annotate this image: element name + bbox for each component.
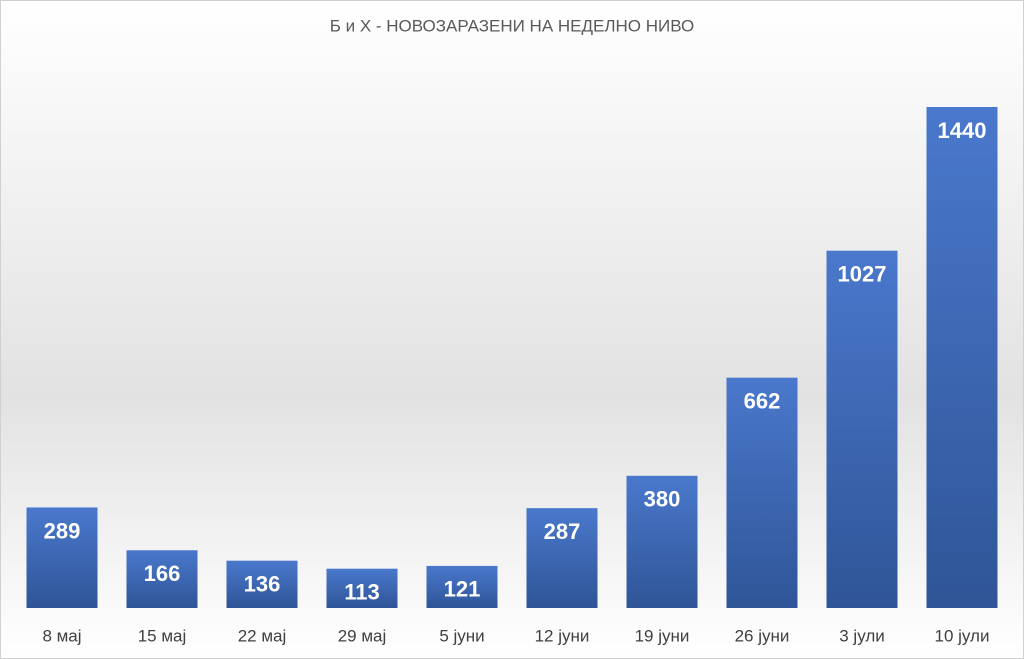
x-tick-label: 10 јули: [935, 626, 990, 645]
bar: [426, 565, 498, 608]
x-tick-label: 5 јуни: [439, 626, 484, 645]
data-label: 380: [644, 487, 681, 512]
bar: [526, 508, 598, 608]
data-label: 1027: [838, 262, 887, 287]
data-label: 166: [144, 561, 181, 586]
x-tick-label: 12 јуни: [535, 626, 590, 645]
data-label: 113: [344, 579, 380, 604]
data-label: 136: [244, 571, 281, 596]
chart-title: Б и Х - НОВОЗАРАЗЕНИ НА НЕДЕЛНО НИВО: [330, 16, 695, 35]
bar: [26, 507, 98, 608]
data-label: 121: [444, 577, 481, 602]
data-label: 287: [544, 519, 581, 544]
bar: [926, 107, 998, 608]
x-tick-label: 8 мај: [42, 626, 81, 645]
bar: [826, 250, 898, 609]
x-tick-label: 19 јуни: [635, 626, 690, 645]
bar: [226, 560, 298, 608]
bar: [626, 475, 698, 608]
bar: [726, 377, 798, 608]
x-tick-label: 3 јули: [839, 626, 885, 645]
data-label: 662: [744, 388, 781, 413]
bar: [326, 568, 398, 608]
x-tick-label: 29 мај: [338, 626, 387, 645]
bar: [126, 550, 198, 608]
x-tick-label: 22 мај: [238, 626, 287, 645]
data-label: 289: [44, 518, 81, 543]
x-tick-label: 26 јуни: [735, 626, 790, 645]
data-label: 1440: [938, 118, 987, 143]
x-tick-label: 15 мај: [138, 626, 187, 645]
